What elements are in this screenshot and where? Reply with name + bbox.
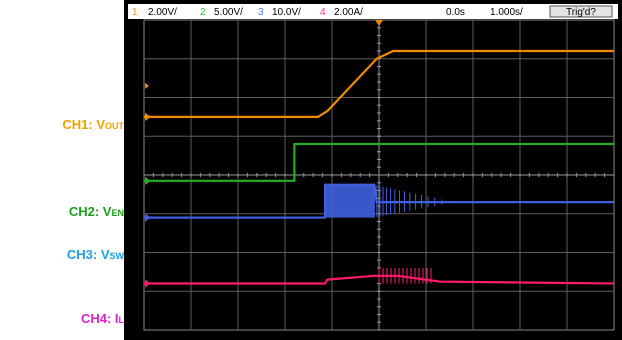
- oscilloscope-screen: 1 2.00V/ 2 5.00V/ 3 10.0V/ 4 2.00A/ 0.0s…: [124, 0, 622, 340]
- scope-plot: 1 2.00V/ 2 5.00V/ 3 10.0V/ 4 2.00A/ 0.0s…: [124, 0, 622, 340]
- trigger-status: Trig'd?: [566, 7, 596, 18]
- trigger-position-marker: [375, 20, 383, 26]
- switching-burst-ch3: [324, 184, 450, 218]
- graticule: [143, 19, 615, 331]
- burst-dense-region: [324, 184, 375, 218]
- trigger-position-arrow: [375, 20, 383, 26]
- ch4-scale: 2.00A/: [334, 7, 363, 18]
- ch1-label: CH1: VOUT: [62, 117, 124, 132]
- channel-markers: [145, 20, 383, 288]
- timebase: 1.000s/: [490, 7, 523, 18]
- ch3-num: 3: [258, 7, 264, 18]
- ch2-num: 2: [200, 7, 206, 18]
- ch2-ground-marker: [145, 176, 151, 185]
- ripple-ch4: [378, 268, 432, 284]
- ch3-label-sub: SW: [109, 251, 125, 261]
- trace-ch4: [144, 274, 615, 285]
- ch2-label: CH2: VEN: [69, 204, 124, 219]
- trace-ch2: [144, 142, 614, 182]
- trigger-level-marker: [145, 82, 149, 89]
- ch1-label-main: CH1: V: [62, 117, 105, 132]
- ground-marker-arrow: [145, 213, 151, 222]
- ground-marker-arrow: [145, 176, 151, 185]
- ch3-label-main: CH3: V: [66, 247, 110, 262]
- ground-marker-arrow: [145, 112, 151, 121]
- ch1-label-sub: OUT: [105, 121, 124, 131]
- time-offset: 0.0s: [446, 7, 465, 18]
- ch4-label-sub: L: [118, 315, 125, 325]
- ch3-scale: 10.0V/: [272, 7, 301, 18]
- ch1-num: 1: [132, 7, 138, 18]
- ch2-label-sub: EN: [111, 208, 124, 218]
- ch3-ground-marker: [145, 213, 151, 222]
- ch1-scale: 2.00V/: [148, 7, 177, 18]
- trigger-level-arrow: [145, 82, 149, 89]
- ch4-num: 4: [320, 7, 326, 18]
- ch3-label: CH3: VSW: [67, 247, 124, 262]
- ch4-ground-marker: [145, 279, 151, 288]
- ch4-label-main: CH4: I: [80, 311, 119, 326]
- trace-ch1: [144, 49, 614, 118]
- ground-marker-arrow: [145, 279, 151, 288]
- ch4-label: CH4: IL: [81, 311, 124, 326]
- header-bar: [128, 4, 618, 19]
- ch2-scale: 5.00V/: [214, 7, 243, 18]
- ch1-ground-marker: [145, 112, 151, 121]
- trigger-status-button[interactable]: [549, 5, 613, 18]
- ch2-label-main: CH2: V: [68, 204, 112, 219]
- traces: [144, 49, 615, 285]
- scope-header: 1 2.00V/ 2 5.00V/ 3 10.0V/ 4 2.00A/ 0.0s…: [128, 4, 618, 19]
